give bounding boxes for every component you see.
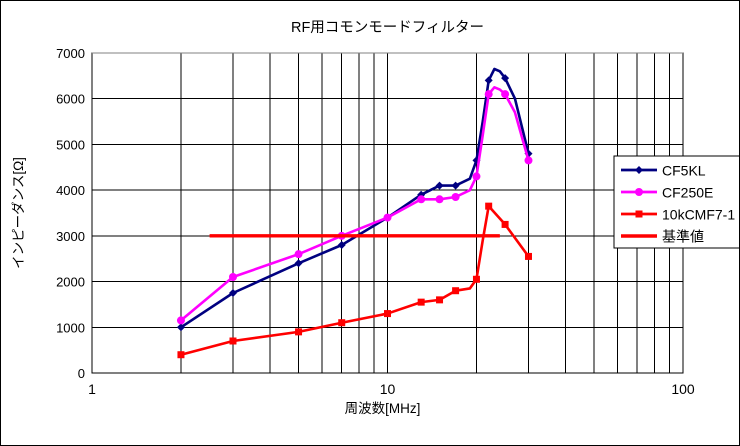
y-tick-label: 0 [78,366,85,381]
x-tick-label: 10 [380,381,396,397]
data-point-marker [177,351,185,359]
data-point-marker [501,74,510,83]
x-tick-label: 1 [88,381,96,397]
data-point-marker [435,195,444,204]
data-point-marker [451,181,460,190]
series-line [180,85,530,322]
data-point-marker [635,166,643,174]
series-line [180,204,530,356]
y-tick-label: 7000 [56,46,85,61]
x-axis-tick-labels: 1 10 100 [88,381,695,397]
legend-box [613,155,739,249]
legend-item[interactable]: CF5KL [621,163,706,179]
data-point-marker [176,323,185,332]
data-point-marker [524,156,533,165]
data-point-marker [294,250,303,259]
legend-label: CF250E [662,185,713,201]
y-axis-label-text: インピーダンス[Ω] [11,157,26,269]
data-point-marker [472,172,481,181]
data-point-marker [485,202,493,210]
data-point-marker [452,287,460,295]
data-point-marker [417,195,426,204]
y-tick-label: 5000 [56,137,85,152]
data-point-marker [484,90,493,99]
chart-title-text: RF用コモンモードフィルター [291,19,484,36]
data-point-marker [176,316,185,325]
data-point-marker [501,220,509,228]
y-tick-label: 1000 [56,320,85,335]
y-tick-label: 3000 [56,229,85,244]
data-point-marker [384,310,391,318]
data-point-marker [635,210,643,218]
x-tick-label: 100 [671,381,695,397]
data-point-marker [295,328,303,336]
y-tick-label: 4000 [56,183,85,198]
legend: CF5KL CF250E 10kCMF7-1 基準値 [613,155,739,249]
y-axis-tick-labels: 0 1000 2000 3000 4000 5000 6000 7000 [56,46,85,381]
legend-item[interactable]: CF250E [621,185,713,201]
data-point-marker [472,275,480,283]
data-point-marker [451,193,460,201]
series-10kcmf7-1 [177,202,532,359]
data-point-marker [524,252,532,260]
legend-label: 基準値 [662,229,704,245]
x-axis-label-text: 周波数[MHz] [345,401,421,416]
data-point-marker [228,289,237,297]
data-point-marker [229,337,237,345]
data-point-marker [337,241,346,249]
legend-item[interactable]: 基準値 [621,229,704,245]
y-tick-label: 2000 [56,275,85,290]
data-point-marker [338,319,346,327]
y-axis-label: インピーダンス[Ω] [11,157,26,269]
legend-label: CF5KL [662,163,706,179]
data-point-marker [383,213,392,222]
series-line [180,67,530,329]
series-cf250e [176,85,533,325]
data-point-marker [436,296,444,304]
data-point-marker [635,188,643,196]
legend-item[interactable]: 10kCMF7-1 [621,207,735,223]
legend-label: 10kCMF7-1 [662,207,735,223]
data-point-marker [294,259,303,268]
x-axis-label: 周波数[MHz] [345,401,421,416]
y-tick-label: 6000 [56,92,85,107]
data-point-marker [435,181,444,190]
data-point-marker [484,76,493,85]
data-point-marker [417,298,425,306]
chart-title: RF用コモンモードフィルター [291,19,484,36]
data-point-marker [501,90,510,99]
data-point-marker [228,273,237,281]
